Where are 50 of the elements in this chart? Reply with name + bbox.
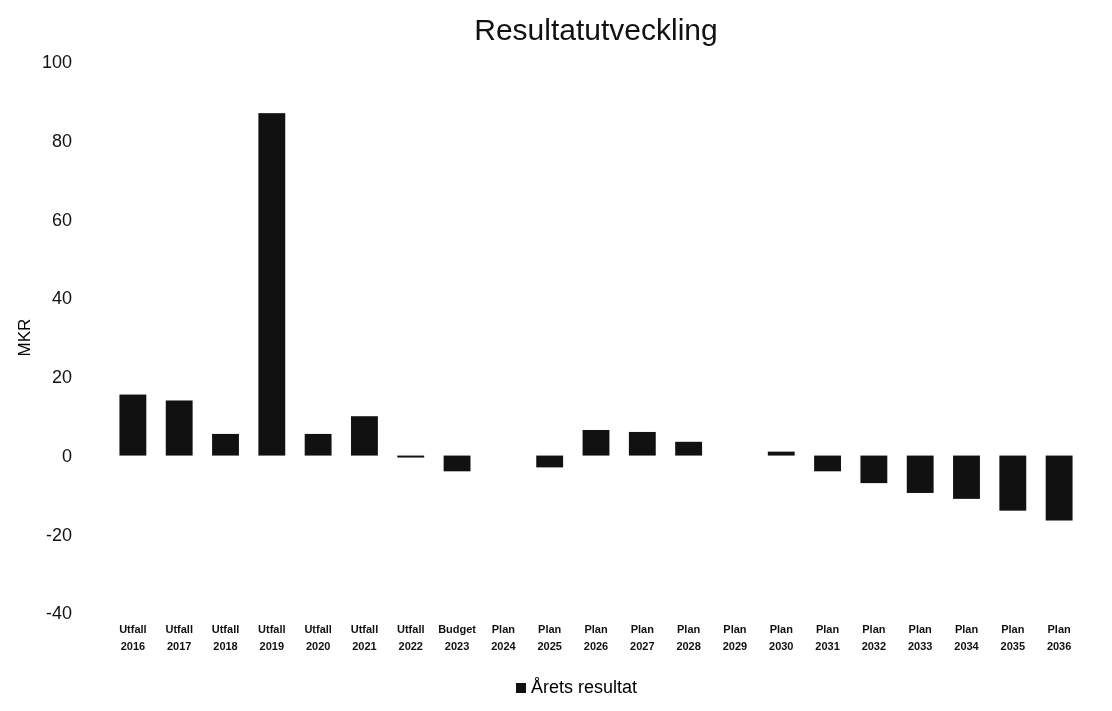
x-tick-label: Utfall 2018 xyxy=(211,623,240,652)
bar xyxy=(1045,455,1073,521)
x-tick-label: Plan 2034 xyxy=(954,623,980,652)
x-tick-label: Plan 2030 xyxy=(769,623,794,652)
bar xyxy=(119,394,147,456)
x-tick-label: Plan 2033 xyxy=(907,623,933,652)
x-tick-label: Utfall 2020 xyxy=(304,623,332,652)
x-tick-label: Plan 2036 xyxy=(1046,623,1072,652)
bar xyxy=(860,455,888,484)
bar xyxy=(212,433,239,456)
x-tick-label: Plan 2031 xyxy=(815,623,840,652)
bar xyxy=(999,455,1027,511)
x-tick-label: Utfall 2017 xyxy=(165,623,193,652)
bar xyxy=(582,429,610,456)
x-tick-label: Utfall 2016 xyxy=(119,623,147,652)
bar xyxy=(814,455,841,472)
x-tick-label: Budget 2023 xyxy=(438,623,477,652)
y-tick-label: 60 xyxy=(51,209,72,230)
y-tick-label: 40 xyxy=(51,288,72,309)
y-tick-label: 100 xyxy=(41,52,72,73)
bar xyxy=(536,455,564,468)
x-tick-label: Utfall 2019 xyxy=(258,623,286,652)
x-tick-label: Plan 2025 xyxy=(537,623,562,652)
bar xyxy=(304,433,332,456)
x-tick-label: Utfall 2021 xyxy=(350,623,379,652)
bar xyxy=(953,455,980,499)
bar xyxy=(628,431,656,456)
x-tick-label: Plan 2029 xyxy=(722,623,748,652)
x-tick-label: Plan 2028 xyxy=(676,623,701,652)
y-tick-label: 80 xyxy=(51,130,72,151)
x-tick-label: Plan 2027 xyxy=(630,623,655,652)
y-tick-label: -20 xyxy=(45,524,72,545)
bar xyxy=(258,113,286,456)
bar xyxy=(165,400,193,456)
y-tick-label: -40 xyxy=(45,603,72,624)
x-tick-label: Plan 2032 xyxy=(861,623,887,652)
legend-label: Årets resultat xyxy=(531,677,638,697)
bar xyxy=(906,455,934,493)
chart-title: Resultatutveckling xyxy=(474,13,718,46)
y-tick-label: 0 xyxy=(61,445,72,466)
bar xyxy=(675,441,703,456)
y-tick-label: 20 xyxy=(51,367,72,388)
y-axis-title: MKR xyxy=(15,318,34,357)
x-tick-label: Plan 2024 xyxy=(491,623,517,652)
bar xyxy=(767,451,795,456)
bar xyxy=(443,455,471,472)
x-tick-label: Plan 2035 xyxy=(1000,623,1026,652)
x-tick-label: Utfall 2022 xyxy=(397,623,425,652)
bar xyxy=(351,416,378,456)
x-tick-label: Plan 2026 xyxy=(583,623,609,652)
